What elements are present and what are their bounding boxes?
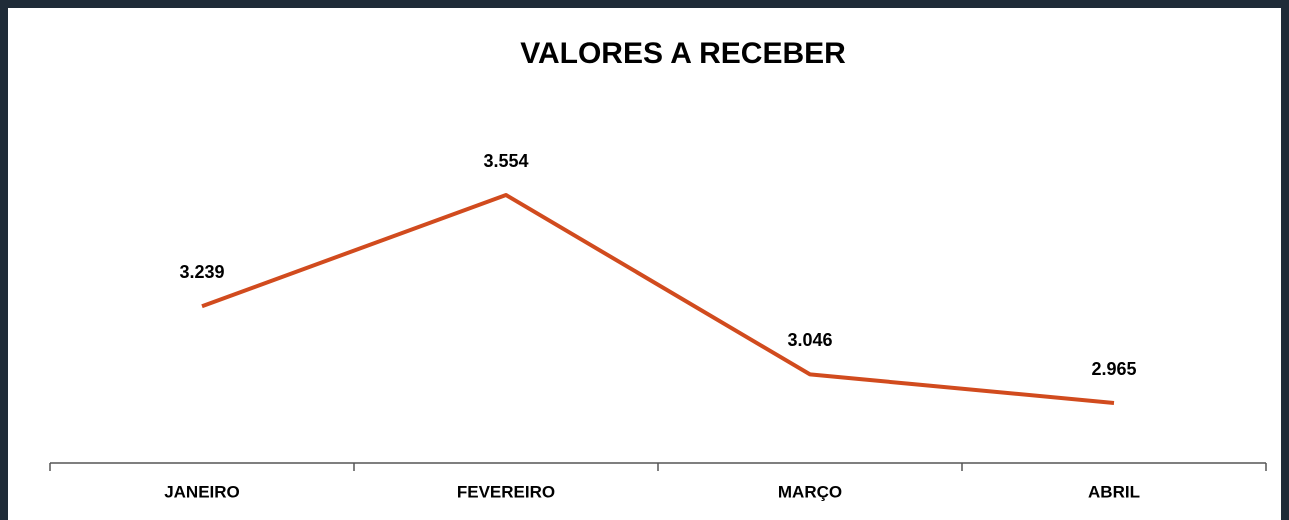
data-label: 3.046 (787, 330, 832, 350)
x-tick-label: JANEIRO (164, 482, 240, 501)
data-line (201, 193, 1115, 405)
x-tick-label: MARÇO (778, 482, 842, 501)
data-label: 3.239 (179, 262, 224, 282)
data-label: 3.554 (483, 151, 528, 171)
chart-title: VALORES A RECEBER (520, 37, 846, 70)
x-tick-label: ABRIL (1088, 482, 1140, 501)
data-label: 2.965 (1091, 359, 1136, 379)
x-tick-label: FEVEREIRO (457, 482, 555, 501)
